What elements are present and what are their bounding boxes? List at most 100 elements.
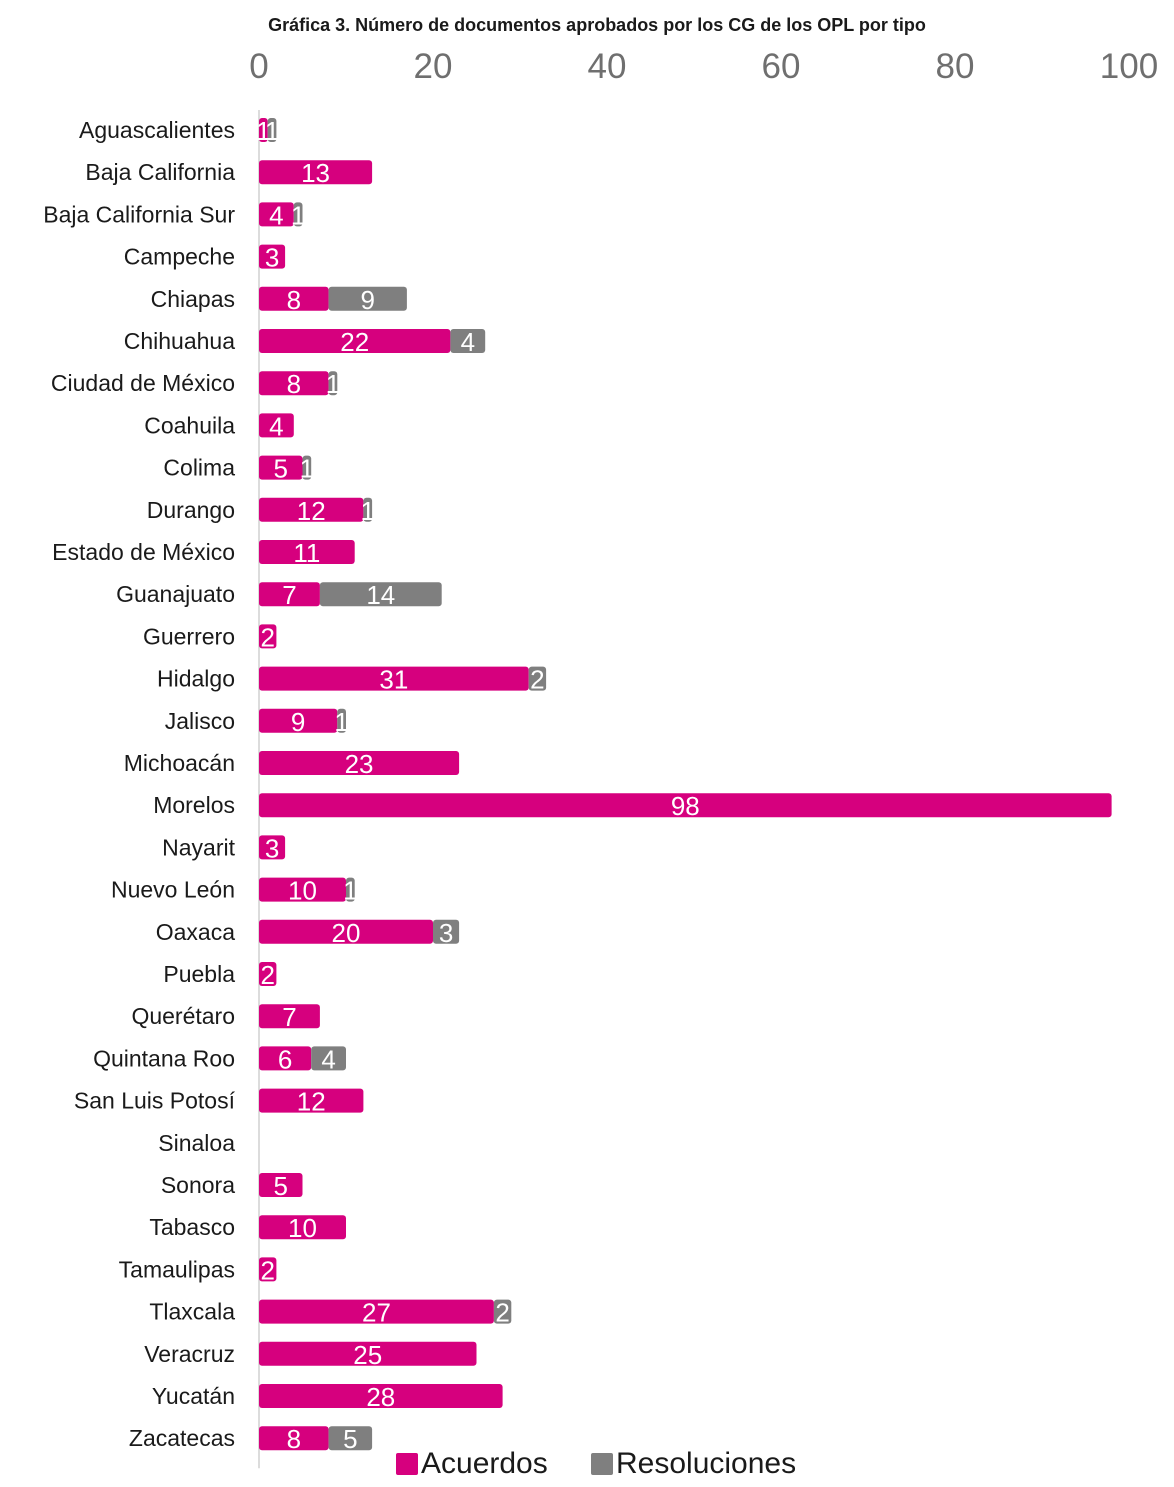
bar-acuerdos	[259, 160, 373, 185]
x-tick-label: 100	[1100, 47, 1158, 86]
bar-acuerdos	[259, 1215, 346, 1240]
category-label: Guerrero	[143, 623, 235, 649]
data-label: 7	[282, 580, 296, 610]
bar-resoluciones	[293, 202, 303, 227]
data-label: 12	[297, 496, 326, 526]
category-label: Veracruz	[144, 1341, 235, 1367]
bar-resoluciones	[267, 118, 277, 142]
category-label: Yucatán	[152, 1383, 235, 1409]
data-label: 2	[530, 665, 544, 695]
bar-acuerdos	[259, 1173, 303, 1197]
bar-acuerdos	[259, 1299, 494, 1324]
bar-resoluciones	[450, 329, 486, 353]
bar-acuerdos	[259, 1046, 312, 1071]
data-label: 20	[332, 918, 361, 948]
data-label: 22	[340, 327, 369, 357]
bar-acuerdos	[259, 708, 338, 733]
bar-acuerdos	[259, 1088, 364, 1113]
x-tick-label: 40	[588, 47, 627, 86]
category-label: San Luis Potosí	[74, 1088, 236, 1114]
category-label: Michoacán	[124, 750, 235, 776]
bar-resoluciones	[493, 1299, 512, 1324]
bar-acuerdos	[259, 582, 320, 607]
category-label: Jalisco	[165, 708, 235, 734]
bar-acuerdos	[259, 835, 286, 860]
category-label: Chiapas	[151, 286, 235, 312]
bar-acuerdos	[259, 666, 529, 691]
bar-resoluciones	[328, 1426, 373, 1451]
category-label: Ciudad de México	[51, 370, 235, 396]
legend-swatch	[591, 1453, 613, 1475]
category-label: Morelos	[153, 792, 235, 818]
data-label: 13	[301, 158, 330, 188]
category-label: Oaxaca	[156, 919, 235, 945]
category-label: Campeche	[124, 244, 235, 270]
category-label: Hidalgo	[157, 666, 235, 692]
bar-resoluciones	[328, 286, 407, 311]
x-tick-label: 0	[249, 47, 268, 86]
data-label: 1	[361, 496, 375, 526]
category-label: Puebla	[163, 961, 235, 987]
bar-acuerdos	[259, 962, 277, 986]
x-tick-label: 20	[414, 47, 453, 86]
bar-resoluciones	[302, 455, 312, 480]
category-label: Colima	[163, 455, 235, 481]
bar-acuerdos	[259, 877, 346, 902]
bar-acuerdos	[259, 1257, 277, 1282]
data-label: 9	[291, 707, 305, 737]
category-label: Tamaulipas	[119, 1256, 235, 1282]
bar-resoluciones	[328, 371, 338, 396]
category-label: Baja California	[85, 159, 235, 185]
data-label: 2	[260, 960, 274, 990]
data-label: 8	[287, 285, 301, 315]
bar-acuerdos	[259, 919, 433, 944]
category-label: Tlaxcala	[149, 1299, 235, 1325]
category-label: Estado de México	[52, 539, 235, 565]
data-label: 2	[495, 1298, 509, 1328]
bar-resoluciones	[528, 666, 547, 691]
data-label: 6	[278, 1044, 292, 1074]
bar-acuerdos	[259, 751, 460, 775]
category-label: Sonora	[161, 1172, 235, 1198]
category-label: Guanajuato	[116, 581, 235, 607]
bar-acuerdos	[259, 329, 451, 353]
category-label: Nayarit	[162, 834, 235, 860]
data-label: 8	[287, 369, 301, 399]
data-label: 1	[343, 876, 357, 906]
data-label: 23	[345, 749, 374, 779]
x-tick-label: 60	[762, 47, 801, 86]
data-label: 4	[269, 411, 283, 441]
data-label: 31	[379, 665, 408, 695]
data-label: 4	[269, 200, 283, 230]
bar-acuerdos	[259, 497, 364, 522]
legend-label: Resoluciones	[616, 1447, 796, 1480]
category-label: Zacatecas	[129, 1425, 235, 1451]
data-label: 5	[343, 1424, 357, 1454]
data-label: 7	[282, 1002, 296, 1032]
chart-title: Gráfica 3. Número de documentos aprobado…	[268, 15, 926, 35]
bar-acuerdos	[259, 624, 277, 649]
category-label: Sinaloa	[158, 1130, 235, 1156]
bar-resoluciones	[337, 708, 346, 733]
data-label: 1	[265, 116, 279, 146]
bar-acuerdos	[259, 286, 329, 311]
bar-acuerdos	[259, 371, 329, 396]
data-label: 10	[288, 1213, 317, 1243]
bar-resoluciones	[319, 582, 442, 607]
category-label: Coahuila	[144, 412, 235, 438]
category-label: Quintana Roo	[93, 1045, 235, 1071]
category-label: Durango	[147, 497, 235, 523]
category-label: Baja California Sur	[43, 201, 235, 227]
bar-acuerdos	[259, 1004, 320, 1029]
category-label: Chihuahua	[124, 328, 235, 354]
legend-swatch	[396, 1453, 418, 1475]
data-label: 11	[293, 538, 320, 568]
x-axis-ticks: 0 20 40 60 80 100	[249, 47, 1158, 86]
data-label: 8	[287, 1424, 301, 1454]
data-label: 9	[361, 285, 375, 315]
bar-resoluciones	[346, 877, 355, 902]
bar-acuerdos	[259, 1426, 329, 1451]
data-label: 1	[334, 707, 348, 737]
data-label: 10	[288, 876, 317, 906]
